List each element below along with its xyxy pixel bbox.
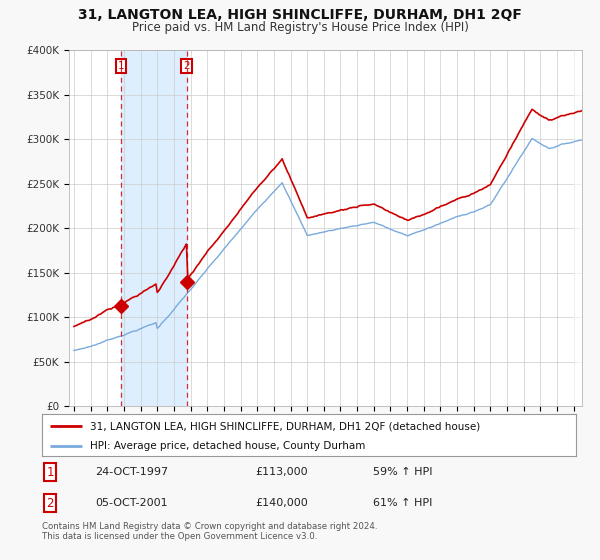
- Text: Price paid vs. HM Land Registry's House Price Index (HPI): Price paid vs. HM Land Registry's House …: [131, 21, 469, 34]
- Text: 31, LANGTON LEA, HIGH SHINCLIFFE, DURHAM, DH1 2QF (detached house): 31, LANGTON LEA, HIGH SHINCLIFFE, DURHAM…: [90, 421, 481, 431]
- Text: 2: 2: [46, 497, 54, 510]
- Text: 24-OCT-1997: 24-OCT-1997: [95, 467, 169, 477]
- Text: 2: 2: [183, 61, 190, 71]
- Text: 59% ↑ HPI: 59% ↑ HPI: [373, 467, 433, 477]
- Bar: [121, 50, 187, 406]
- Text: 05-OCT-2001: 05-OCT-2001: [95, 498, 168, 508]
- Text: 1: 1: [46, 465, 54, 479]
- Text: 61% ↑ HPI: 61% ↑ HPI: [373, 498, 433, 508]
- Text: HPI: Average price, detached house, County Durham: HPI: Average price, detached house, Coun…: [90, 441, 365, 451]
- Text: Contains HM Land Registry data © Crown copyright and database right 2024.
This d: Contains HM Land Registry data © Crown c…: [42, 522, 377, 542]
- Text: 31, LANGTON LEA, HIGH SHINCLIFFE, DURHAM, DH1 2QF: 31, LANGTON LEA, HIGH SHINCLIFFE, DURHAM…: [78, 8, 522, 22]
- Text: £140,000: £140,000: [256, 498, 308, 508]
- Text: 1: 1: [118, 61, 124, 71]
- Bar: [574, 50, 582, 406]
- Text: £113,000: £113,000: [256, 467, 308, 477]
